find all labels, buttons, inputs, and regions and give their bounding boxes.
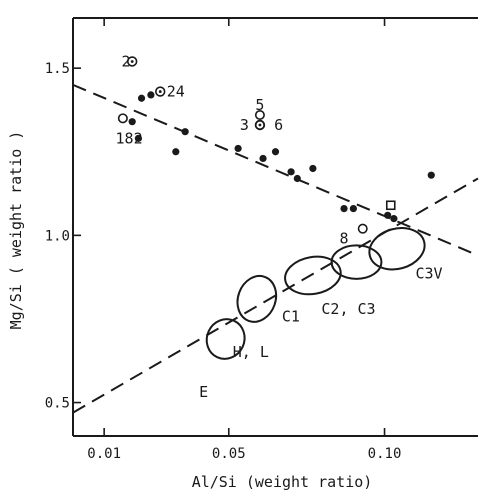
point-label: 182: [116, 129, 143, 147]
point-label: 2: [121, 52, 130, 70]
region-ellipse: [368, 227, 426, 271]
axis-ticks: 0.01 0.05 0.10 0.5 1.0 1.5: [45, 18, 402, 462]
point-labels: 2 24 182 53 6 8: [116, 52, 349, 247]
y-axis-label: Mg/Si ( weight ratio ): [7, 131, 25, 330]
region-label: E: [199, 383, 208, 401]
filled-point: [390, 215, 398, 223]
dotted-open-point: [254, 119, 266, 131]
open-square-point: [385, 200, 396, 211]
region-ellipse: [330, 244, 383, 280]
point-label: 8: [340, 230, 349, 248]
open-point: [357, 223, 368, 234]
dotted-open-point-center: [158, 90, 162, 93]
filled-point: [181, 128, 189, 136]
filled-point: [340, 205, 348, 213]
filled-point: [134, 134, 143, 142]
region-label: H, L: [233, 343, 269, 361]
region-label: C2, C3: [321, 300, 375, 318]
point-label: 24: [167, 83, 185, 101]
filled-point: [287, 168, 295, 176]
region-ellipse: [284, 255, 342, 296]
dotted-open-point: [126, 56, 138, 67]
filled-point: [384, 211, 392, 219]
x-tick-label: 0.01: [87, 446, 121, 462]
filled-point: [293, 174, 301, 183]
region-label: C3V: [415, 265, 442, 283]
y-tick-label: 0.5: [45, 396, 70, 412]
region-ellipse: [205, 318, 246, 360]
dotted-open-point-center: [258, 123, 262, 127]
data-points: [117, 56, 435, 234]
x-tick-label: 0.05: [212, 446, 246, 462]
dotted-open-point-center: [130, 60, 134, 63]
filled-point: [427, 171, 435, 179]
point-label: 3: [240, 116, 249, 134]
meteorite-regions: E H, L C1 C2, C3 C3V: [199, 227, 443, 401]
filled-point: [172, 148, 180, 156]
filled-point: [137, 94, 146, 102]
y-tick-label: 1.0: [45, 228, 70, 244]
open-point: [117, 113, 128, 124]
dotted-open-point: [155, 86, 166, 97]
filled-point: [259, 154, 267, 163]
y-tick-label: 1.5: [45, 61, 70, 77]
filled-point: [271, 148, 280, 156]
filled-point: [147, 91, 155, 99]
filled-point: [349, 205, 357, 213]
point-label: 6: [274, 116, 283, 134]
dashed-trend-line: [72, 83, 479, 257]
open-point: [254, 109, 265, 120]
x-axis-label: Al/Si (weight ratio): [192, 473, 373, 491]
region-ellipse: [236, 274, 278, 323]
region-label: C1: [282, 307, 300, 325]
filled-point: [128, 118, 136, 126]
filled-point: [234, 144, 242, 153]
filled-point: [309, 164, 317, 173]
point-label: 5: [255, 96, 264, 114]
x-tick-label: 0.10: [368, 446, 402, 462]
plot-frame: [72, 17, 478, 437]
